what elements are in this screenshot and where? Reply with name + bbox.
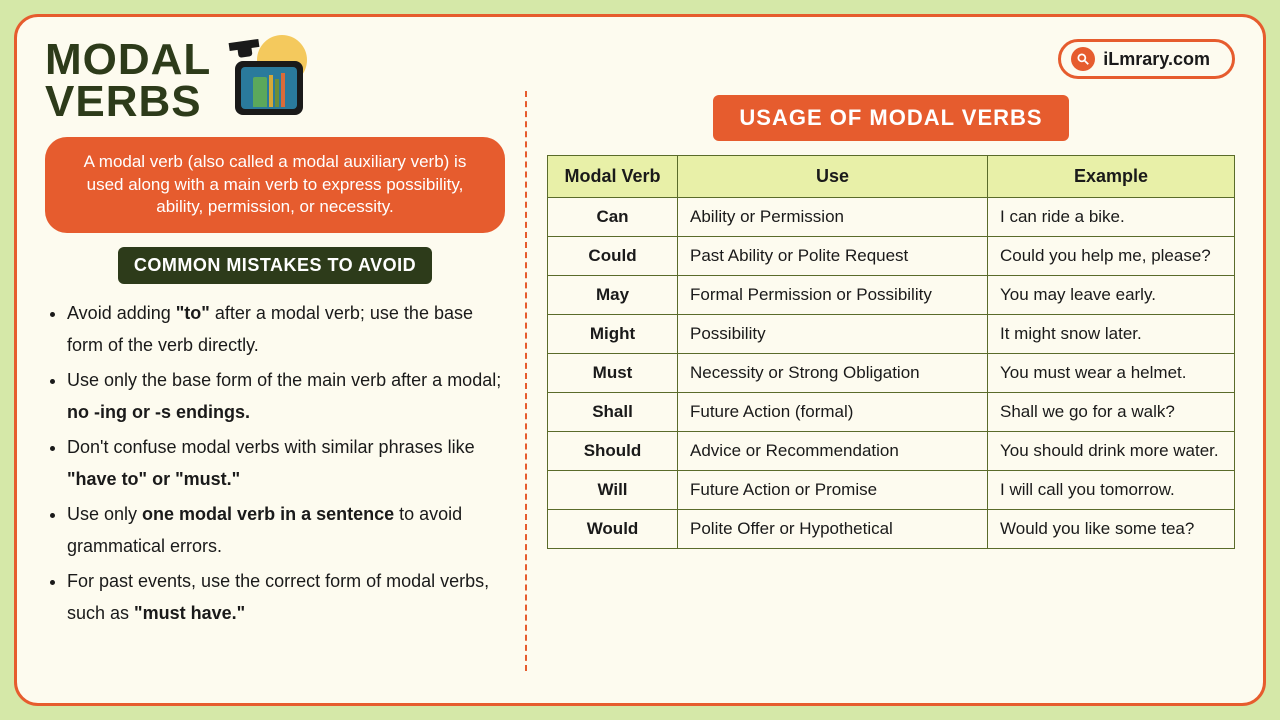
cell-example: You should drink more water. xyxy=(988,432,1235,471)
mistakes-heading: COMMON MISTAKES TO AVOID xyxy=(118,247,432,284)
list-item: Avoid adding "to" after a modal verb; us… xyxy=(67,298,505,361)
table-row: WouldPolite Offer or HypotheticalWould y… xyxy=(548,510,1235,549)
cell-verb: May xyxy=(548,276,678,315)
cell-use: Ability or Permission xyxy=(678,198,988,237)
table-row: CouldPast Ability or Polite RequestCould… xyxy=(548,237,1235,276)
left-column: MODAL VERBS A modal verb (also called a … xyxy=(45,39,505,681)
page-title: MODAL VERBS xyxy=(45,39,211,123)
table-body: CanAbility or PermissionI can ride a bik… xyxy=(548,198,1235,549)
list-item: Use only the base form of the main verb … xyxy=(67,365,505,428)
cell-verb: Can xyxy=(548,198,678,237)
cell-example: You may leave early. xyxy=(988,276,1235,315)
col-modal-verb: Modal Verb xyxy=(548,156,678,198)
title-row: MODAL VERBS xyxy=(45,39,505,123)
table-row: ShouldAdvice or RecommendationYou should… xyxy=(548,432,1235,471)
cell-example: It might snow later. xyxy=(988,315,1235,354)
col-use: Use xyxy=(678,156,988,198)
title-line-2: VERBS xyxy=(45,81,211,123)
cell-verb: Would xyxy=(548,510,678,549)
table-row: ShallFuture Action (formal)Shall we go f… xyxy=(548,393,1235,432)
cell-use: Polite Offer or Hypothetical xyxy=(678,510,988,549)
col-example: Example xyxy=(988,156,1235,198)
cell-example: Could you help me, please? xyxy=(988,237,1235,276)
usage-heading: USAGE OF MODAL VERBS xyxy=(713,95,1068,141)
table-row: MayFormal Permission or PossibilityYou m… xyxy=(548,276,1235,315)
list-item: Use only one modal verb in a sentence to… xyxy=(67,499,505,562)
brand-name: iLmrary.com xyxy=(1103,49,1210,70)
table-row: CanAbility or PermissionI can ride a bik… xyxy=(548,198,1235,237)
cell-verb: Might xyxy=(548,315,678,354)
cell-example: Shall we go for a walk? xyxy=(988,393,1235,432)
definition-box: A modal verb (also called a modal auxili… xyxy=(45,137,505,234)
table-header-row: Modal Verb Use Example xyxy=(548,156,1235,198)
mistakes-list: Avoid adding "to" after a modal verb; us… xyxy=(45,298,505,633)
cell-verb: Must xyxy=(548,354,678,393)
cell-example: Would you like some tea? xyxy=(988,510,1235,549)
table-row: MustNecessity or Strong ObligationYou mu… xyxy=(548,354,1235,393)
cell-example: I can ride a bike. xyxy=(988,198,1235,237)
cell-verb: Should xyxy=(548,432,678,471)
cell-use: Advice or Recommendation xyxy=(678,432,988,471)
cell-verb: Shall xyxy=(548,393,678,432)
cell-use: Necessity or Strong Obligation xyxy=(678,354,988,393)
cell-verb: Will xyxy=(548,471,678,510)
right-column: USAGE OF MODAL VERBS Modal Verb Use Exam… xyxy=(547,39,1235,681)
cell-use: Past Ability or Polite Request xyxy=(678,237,988,276)
cell-use: Future Action (formal) xyxy=(678,393,988,432)
main-card: iLmrary.com MODAL VERBS A modal verb (al… xyxy=(14,14,1266,706)
cell-example: I will call you tomorrow. xyxy=(988,471,1235,510)
search-icon xyxy=(1071,47,1095,71)
usage-table: Modal Verb Use Example CanAbility or Per… xyxy=(547,155,1235,549)
list-item: Don't confuse modal verbs with similar p… xyxy=(67,432,505,495)
table-row: MightPossibilityIt might snow later. xyxy=(548,315,1235,354)
list-item: For past events, use the correct form of… xyxy=(67,566,505,629)
table-row: WillFuture Action or PromiseI will call … xyxy=(548,471,1235,510)
title-line-1: MODAL xyxy=(45,39,211,81)
cell-verb: Could xyxy=(548,237,678,276)
education-icon xyxy=(227,35,317,115)
cell-use: Future Action or Promise xyxy=(678,471,988,510)
cell-use: Possibility xyxy=(678,315,988,354)
vertical-divider xyxy=(525,91,527,671)
cell-example: You must wear a helmet. xyxy=(988,354,1235,393)
cell-use: Formal Permission or Possibility xyxy=(678,276,988,315)
brand-badge[interactable]: iLmrary.com xyxy=(1058,39,1235,79)
